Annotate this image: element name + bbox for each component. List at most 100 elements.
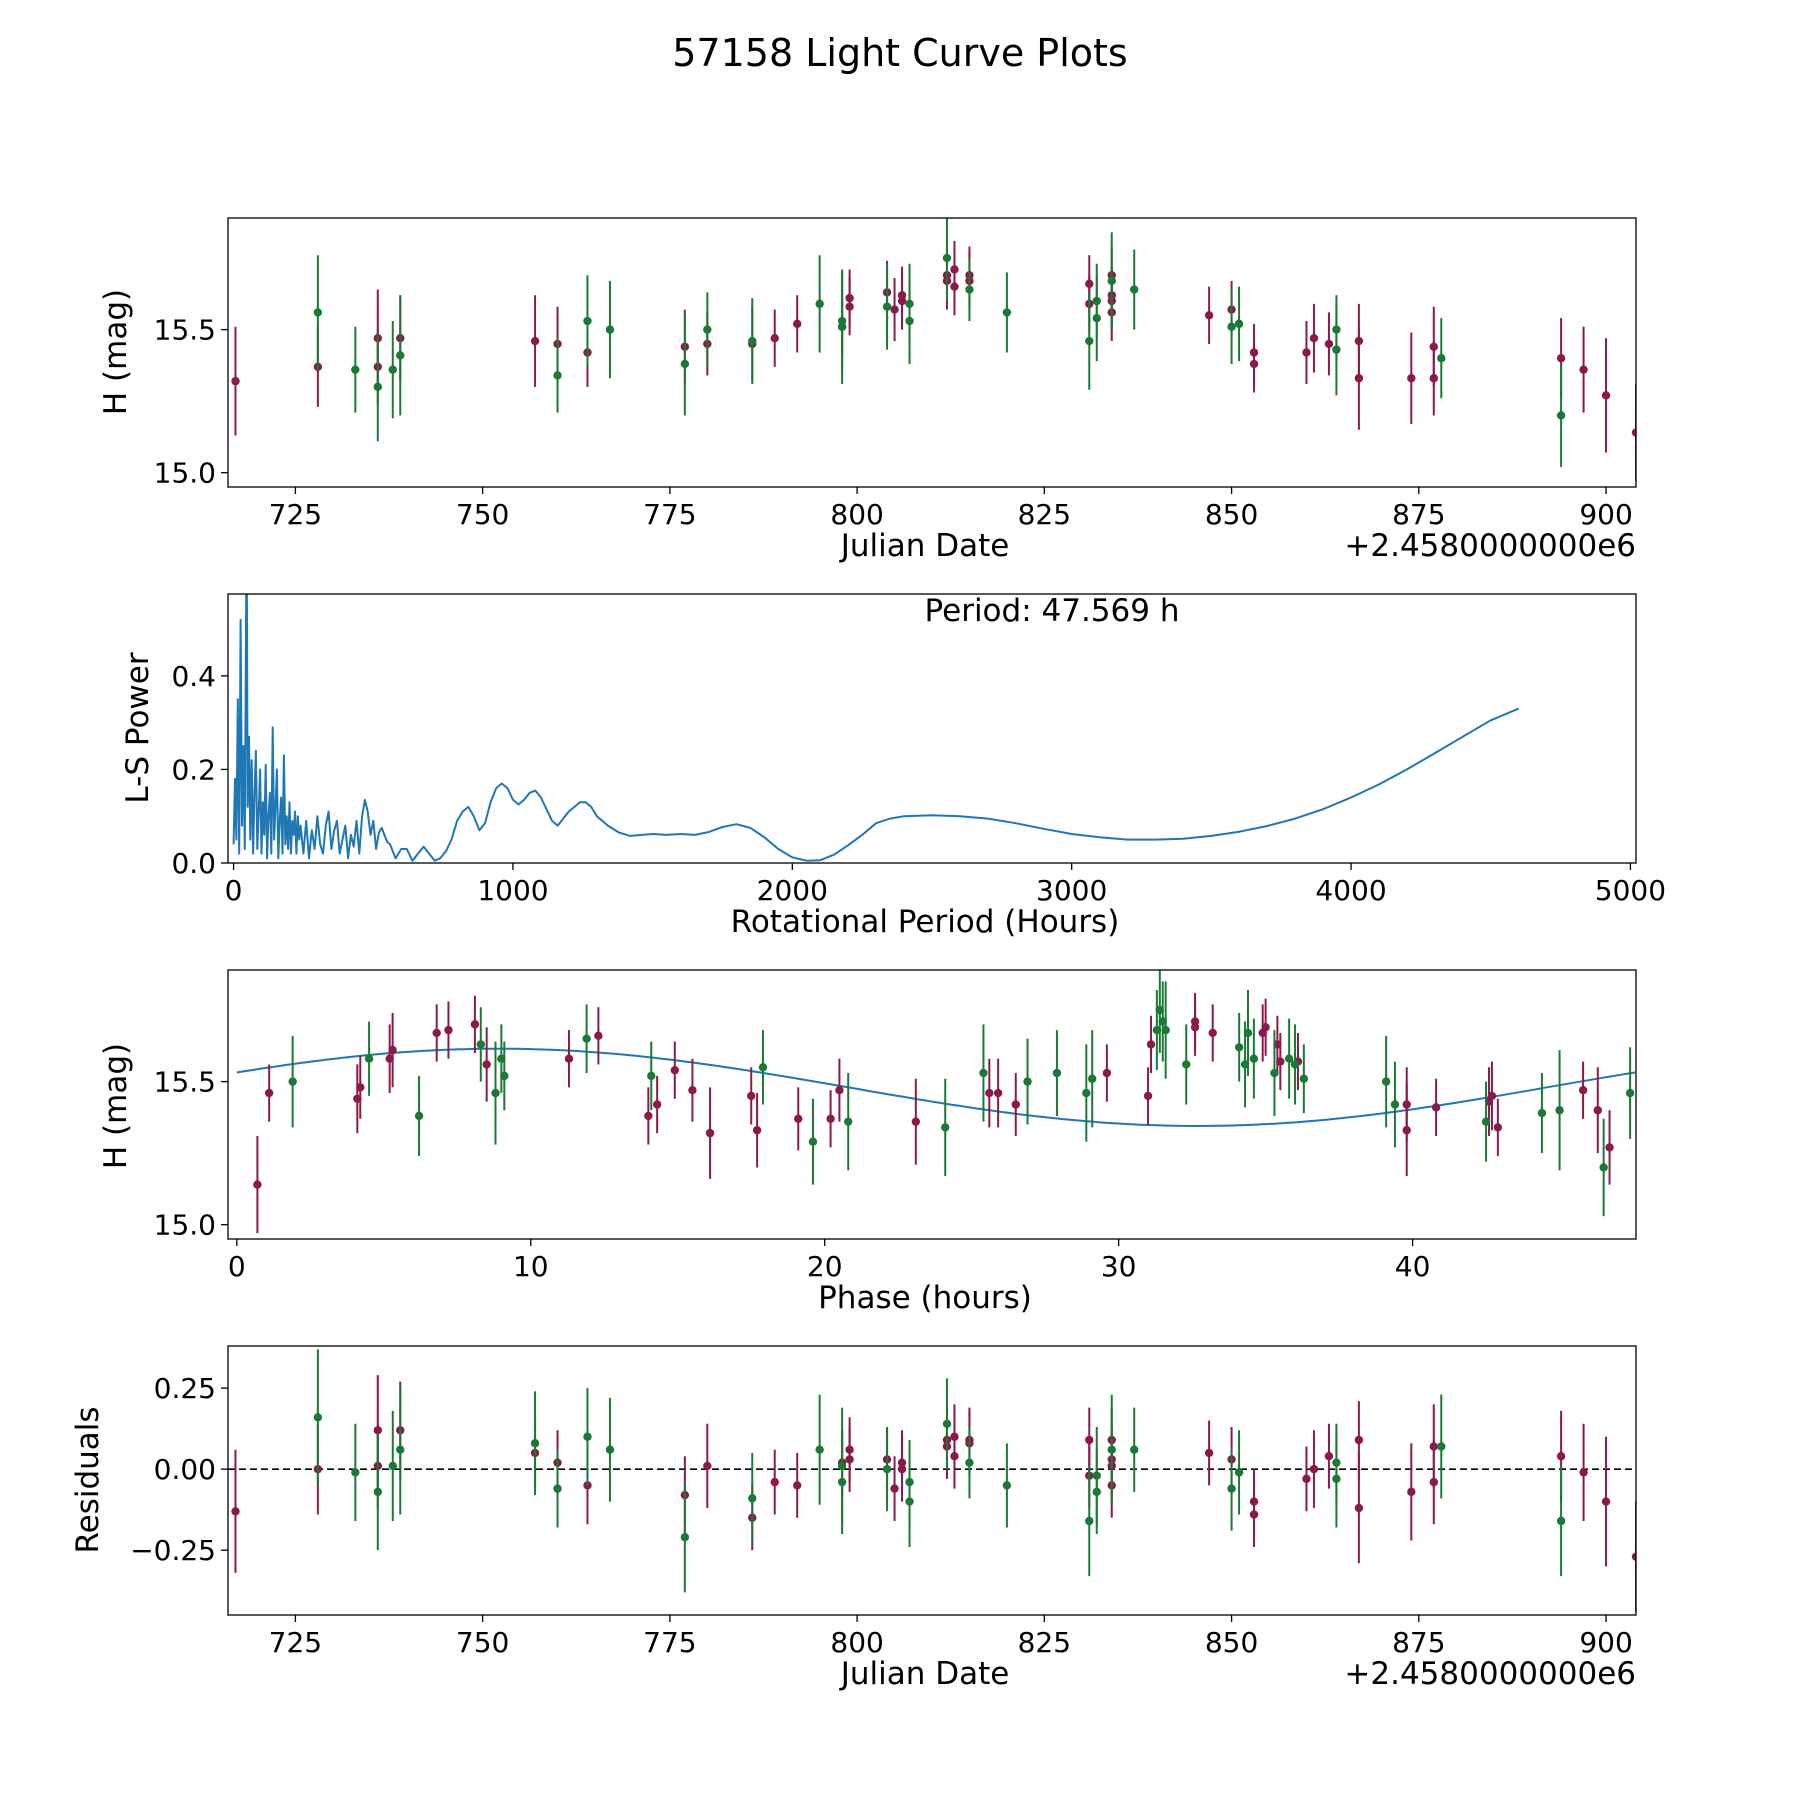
lightcurve-data-point (1002, 272, 1012, 353)
residuals-ytick-label: 0.00 (154, 1453, 216, 1486)
lightcurve-data-point (1309, 303, 1319, 373)
residuals-series-b (313, 1349, 1566, 1593)
residuals-data-point (703, 1423, 712, 1509)
lightcurve-marker (605, 325, 615, 334)
phase-data-point (1284, 1018, 1294, 1099)
lightcurve-data-point (1631, 383, 1636, 482)
lightcurve-marker (1085, 336, 1094, 346)
residuals-marker (373, 1487, 382, 1497)
lightcurve-data-point (1332, 295, 1341, 364)
lightcurve-data-point (1092, 263, 1101, 339)
lightcurve-marker (1354, 336, 1364, 346)
residuals-marker (837, 1461, 847, 1471)
phase-data-point (432, 1004, 441, 1062)
residuals-marker (1556, 1516, 1566, 1526)
phase-data-point (1146, 1015, 1156, 1074)
phase-data-point (594, 1007, 603, 1065)
lightcurve-data-point (942, 218, 952, 301)
lightcurve-marker (388, 365, 397, 374)
periodogram-xtick-label: 2000 (757, 874, 828, 907)
phase-data-point (253, 1135, 262, 1234)
phase-marker (979, 1068, 988, 1078)
phase-marker (752, 1126, 762, 1135)
phase-data-point (1270, 1030, 1279, 1116)
lightcurve-marker (1309, 333, 1319, 343)
lightcurve-data-point (1407, 332, 1416, 425)
residuals-data-point (680, 1482, 690, 1593)
residuals-marker (396, 1445, 405, 1454)
phase-data-point (470, 995, 480, 1053)
lightcurve-xtick-label: 825 (1018, 498, 1071, 531)
lightcurve-data-point (950, 258, 959, 316)
lightcurve-data-point (792, 295, 802, 353)
residuals-marker (1631, 1552, 1636, 1561)
residuals-ytick-label: 0.25 (154, 1372, 216, 1405)
lightcurve-data-point (882, 263, 892, 350)
phase-marker (911, 1117, 921, 1126)
phase-xtick-label: 30 (1101, 1250, 1137, 1283)
residuals-data-point (1234, 1430, 1244, 1515)
phase-data-point (1052, 1030, 1062, 1116)
lightcurve-data-point (1234, 286, 1244, 362)
phase-marker (1023, 1077, 1032, 1086)
phase-data-point (1161, 981, 1170, 1079)
lightcurve-plot-area (231, 218, 1636, 482)
phase-data-point (705, 1087, 715, 1179)
phase-marker (1299, 1074, 1309, 1083)
phase-data-point (1143, 1067, 1153, 1125)
lightcurve-data-point (1324, 312, 1334, 376)
residuals-marker (351, 1468, 360, 1477)
phase-xtick-label: 10 (513, 1250, 549, 1283)
phase-marker (1102, 1068, 1112, 1078)
periodogram-series-line (232, 594, 1520, 862)
phase-marker (1381, 1077, 1391, 1086)
phase-marker (647, 1071, 656, 1081)
lightcurve-marker (815, 299, 824, 309)
lightcurve-data-point (313, 255, 323, 370)
lightcurve-marker (396, 351, 405, 360)
lightcurve-marker (530, 336, 540, 346)
phase-marker (470, 1020, 480, 1029)
periodogram-xtick-label: 5000 (1595, 874, 1666, 907)
lightcurve-marker (1332, 325, 1341, 334)
phase-data-point (1182, 1024, 1191, 1105)
phase-marker (1555, 1106, 1564, 1115)
lightcurve-marker (351, 365, 360, 374)
periodogram-panel: 0 1000 2000 3000 4000 5000 0.0 0.2 0.4 (171, 593, 1666, 907)
residuals-marker (1249, 1510, 1259, 1519)
residuals-marker (1429, 1477, 1438, 1487)
phase-data-point (264, 1064, 274, 1122)
phase-data-point (1234, 1012, 1244, 1082)
lightcurve-marker (680, 359, 690, 369)
periodogram-xlabel: Rotational Period (Hours) (731, 904, 1120, 940)
residuals-ylabel: Residuals (70, 1406, 106, 1553)
phase-marker (1088, 1074, 1097, 1083)
phase-data-point (844, 1073, 853, 1171)
lightcurve-marker (1429, 374, 1438, 383)
phase-data-point (1431, 1078, 1441, 1136)
phase-marker (1537, 1108, 1547, 1118)
phase-marker (1402, 1100, 1411, 1109)
phase-data-point (1208, 1004, 1217, 1062)
residuals-xtick-label: 825 (1018, 1626, 1071, 1659)
phase-marker (288, 1077, 297, 1086)
periodogram-xtick-label: 3000 (1036, 874, 1107, 907)
phase-marker (1146, 1040, 1156, 1049)
residuals-data-point (1092, 1449, 1101, 1534)
lightcurve-marker (373, 382, 382, 392)
lightcurve-marker (703, 325, 712, 334)
phase-ytick-label: 15.5 (154, 1066, 216, 1099)
phase-xtick-label: 20 (807, 1250, 843, 1283)
lightcurve-data-point (703, 292, 712, 367)
residuals-marker (1437, 1442, 1446, 1451)
residuals-marker (1204, 1448, 1214, 1458)
residuals-marker (905, 1497, 914, 1506)
residuals-data-point (1309, 1430, 1319, 1509)
lightcurve-data-point (1204, 286, 1214, 344)
lightcurve-data-point (680, 312, 690, 416)
residuals-marker (897, 1464, 907, 1474)
residuals-marker (1085, 1516, 1094, 1526)
residuals-data-point (815, 1394, 824, 1505)
phase-data-point (752, 1093, 762, 1168)
